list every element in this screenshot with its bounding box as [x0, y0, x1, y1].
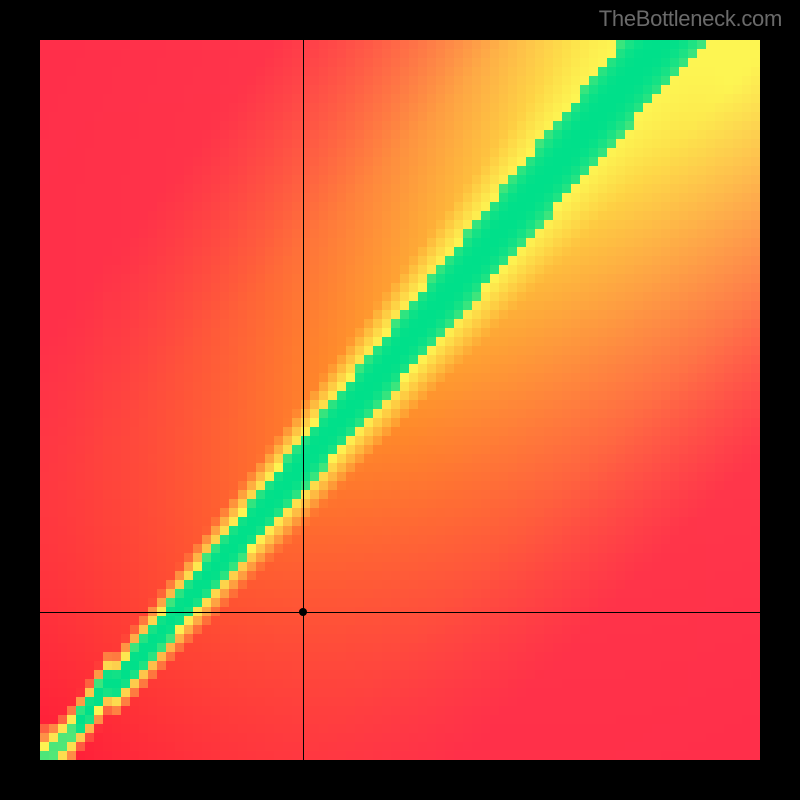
crosshair-marker [299, 608, 307, 616]
crosshair-vertical [303, 40, 304, 760]
watermark-text: TheBottleneck.com [599, 6, 782, 32]
heatmap-plot [40, 40, 760, 760]
heatmap-canvas [40, 40, 760, 760]
crosshair-horizontal [40, 612, 760, 613]
